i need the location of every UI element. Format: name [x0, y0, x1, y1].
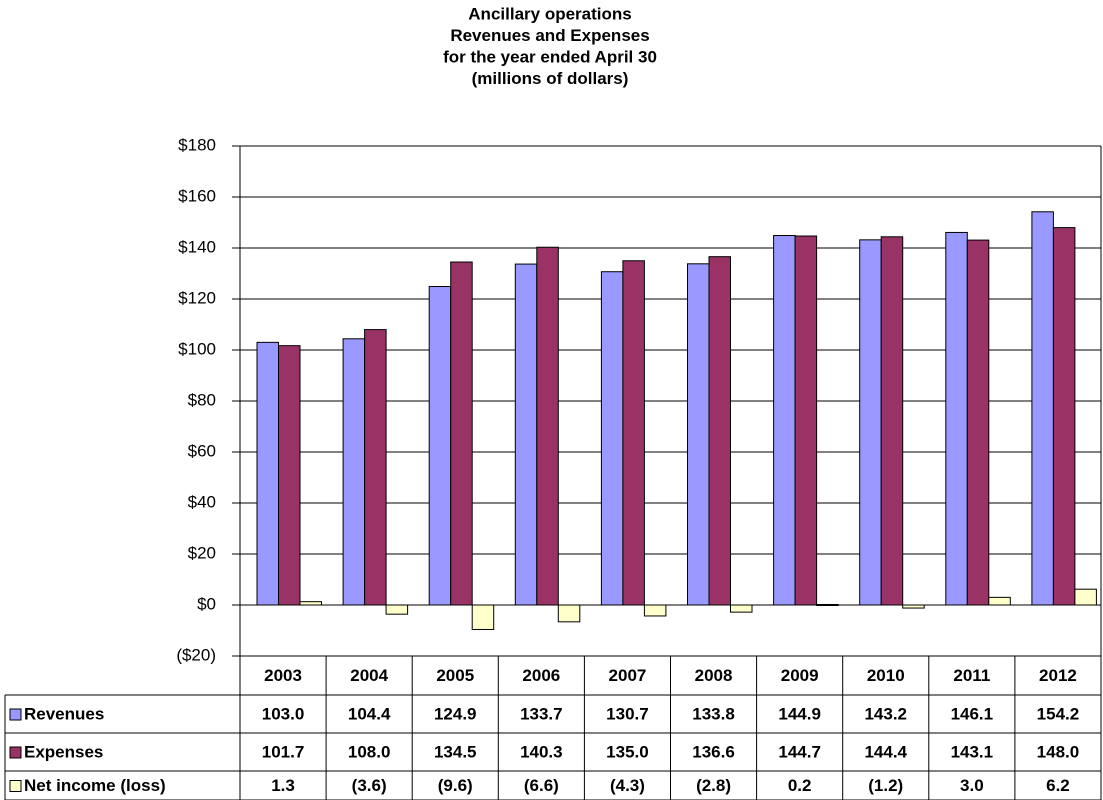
bar — [514, 263, 538, 606]
x-tick-label: 2003 — [264, 666, 302, 685]
data-label: (1.2) — [868, 776, 903, 795]
bar — [385, 604, 409, 615]
data-label: 144.7 — [778, 742, 821, 761]
data-label: (4.3) — [610, 776, 645, 795]
bar — [428, 286, 452, 606]
data-label: 136.6 — [692, 742, 735, 761]
data-label: 146.1 — [951, 704, 994, 723]
bar — [256, 341, 279, 606]
y-tick-label: $100 — [178, 339, 216, 358]
x-tick-label: 2010 — [867, 666, 905, 685]
bar — [450, 261, 473, 606]
x-tick-label: 2004 — [350, 666, 388, 685]
data-label: (9.6) — [438, 776, 473, 795]
x-tick-label: 2008 — [695, 666, 733, 685]
bar — [536, 246, 559, 606]
data-label: 140.3 — [520, 742, 563, 761]
data-label: 108.0 — [348, 742, 391, 761]
chart-title: Ancillary operations — [468, 4, 631, 23]
bar — [687, 263, 710, 606]
data-label: 154.2 — [1037, 704, 1080, 723]
bar — [794, 235, 818, 606]
bar — [600, 271, 624, 606]
data-label: 143.2 — [864, 704, 907, 723]
bar — [859, 239, 882, 606]
legend-key — [9, 746, 22, 759]
y-tick-label: $60 — [188, 441, 216, 460]
x-tick-label: 2007 — [609, 666, 647, 685]
bar — [364, 329, 387, 606]
x-tick-label: 2009 — [781, 666, 819, 685]
y-tick-label: $80 — [188, 390, 216, 409]
data-label: 133.8 — [692, 704, 735, 723]
chart-title: (millions of dollars) — [472, 69, 629, 88]
data-label: 103.0 — [262, 704, 305, 723]
bar — [730, 604, 753, 613]
bar — [622, 260, 645, 606]
x-tick-label: 2012 — [1039, 666, 1077, 685]
data-label: 104.4 — [348, 704, 391, 723]
data-label: 144.9 — [778, 704, 821, 723]
y-tick-label: $160 — [178, 186, 216, 205]
bar — [557, 604, 581, 623]
data-label: (6.6) — [524, 776, 559, 795]
bar — [299, 601, 322, 606]
bar — [342, 338, 366, 606]
data-label: 135.0 — [606, 742, 649, 761]
data-label: 0.2 — [788, 776, 812, 795]
chart-title: Revenues and Expenses — [450, 26, 649, 45]
data-label: 148.0 — [1037, 742, 1080, 761]
bar — [816, 603, 839, 606]
data-label: 130.7 — [606, 704, 649, 723]
legend-label: Expenses — [24, 742, 103, 761]
y-tick-label: $120 — [178, 288, 216, 307]
bar — [988, 596, 1011, 606]
bar — [643, 604, 667, 617]
data-label: 134.5 — [434, 742, 477, 761]
data-label: 1.3 — [271, 776, 295, 795]
bar — [880, 236, 904, 606]
legend-key — [9, 708, 22, 721]
x-tick-label: 2011 — [953, 666, 990, 685]
y-tick-label: $20 — [188, 543, 216, 562]
chart-title: for the year ended April 30 — [443, 47, 657, 66]
legend-label: Revenues — [24, 704, 104, 723]
bar — [1052, 227, 1076, 606]
data-label: 133.7 — [520, 704, 563, 723]
bar — [945, 231, 968, 606]
x-tick-label: 2006 — [522, 666, 560, 685]
data-label: (2.8) — [696, 776, 731, 795]
data-label: 3.0 — [960, 776, 984, 795]
bar — [773, 235, 796, 606]
data-label: 6.2 — [1046, 776, 1070, 795]
x-tick-label: 2005 — [436, 666, 474, 685]
bar — [278, 345, 301, 606]
bar — [1031, 211, 1054, 606]
y-tick-label: $0 — [197, 594, 216, 613]
bar — [471, 604, 495, 630]
legend-label: Net income (loss) — [24, 776, 166, 795]
y-tick-label: $140 — [178, 237, 216, 256]
data-label: 101.7 — [262, 742, 305, 761]
bar — [708, 256, 731, 606]
y-tick-label: $180 — [178, 135, 216, 154]
data-label: 124.9 — [434, 704, 477, 723]
bar — [902, 604, 925, 609]
data-label: 143.1 — [951, 742, 994, 761]
y-tick-label: ($20) — [176, 645, 216, 664]
bar — [966, 239, 990, 606]
legend-key — [9, 780, 22, 792]
y-tick-label: $40 — [188, 492, 216, 511]
data-label: 144.4 — [864, 742, 907, 761]
bar — [1074, 588, 1097, 606]
data-label: (3.6) — [352, 776, 387, 795]
